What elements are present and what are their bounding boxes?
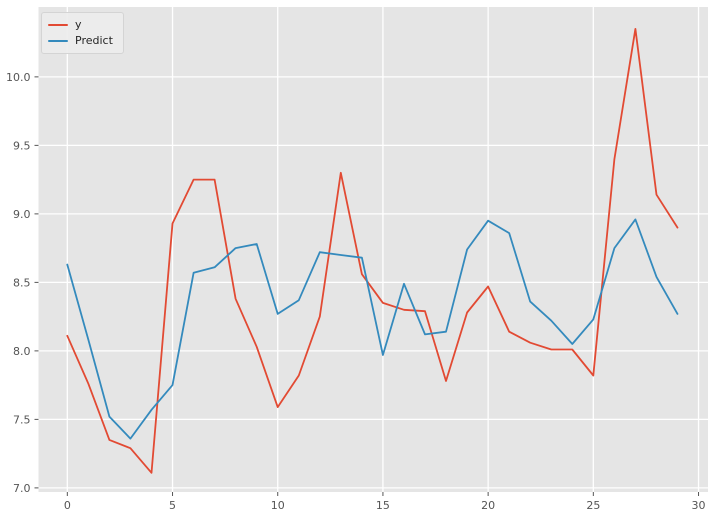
- legend-label-predict: Predict: [75, 34, 113, 47]
- y-tick-label: 9.0: [13, 208, 31, 221]
- x-tick-label: 25: [586, 499, 600, 512]
- y-tick-label: 8.0: [13, 345, 31, 358]
- legend-item-predict: Predict: [48, 33, 113, 48]
- legend-line-swatch-predict: [48, 39, 68, 42]
- x-tick-label: 30: [692, 499, 706, 512]
- x-tick-label: 5: [169, 499, 176, 512]
- y-tick-label: 8.5: [13, 276, 31, 289]
- legend-line-swatch-y: [48, 23, 68, 26]
- legend-label-y: y: [75, 18, 82, 31]
- y-tick-label: 9.5: [13, 139, 31, 152]
- y-tick-label: 7.0: [13, 482, 31, 495]
- x-tick-label: 0: [64, 499, 71, 512]
- x-tick-label: 10: [271, 499, 285, 512]
- legend: y Predict: [41, 12, 124, 54]
- x-tick-label: 20: [481, 499, 495, 512]
- y-tick-label: 10.0: [6, 71, 31, 84]
- series-line-predict: [66, 218, 679, 440]
- x-tick-label: 15: [376, 499, 390, 512]
- series-line-y: [66, 27, 679, 474]
- y-tick-label: 7.5: [13, 413, 31, 426]
- legend-item-y: y: [48, 17, 113, 32]
